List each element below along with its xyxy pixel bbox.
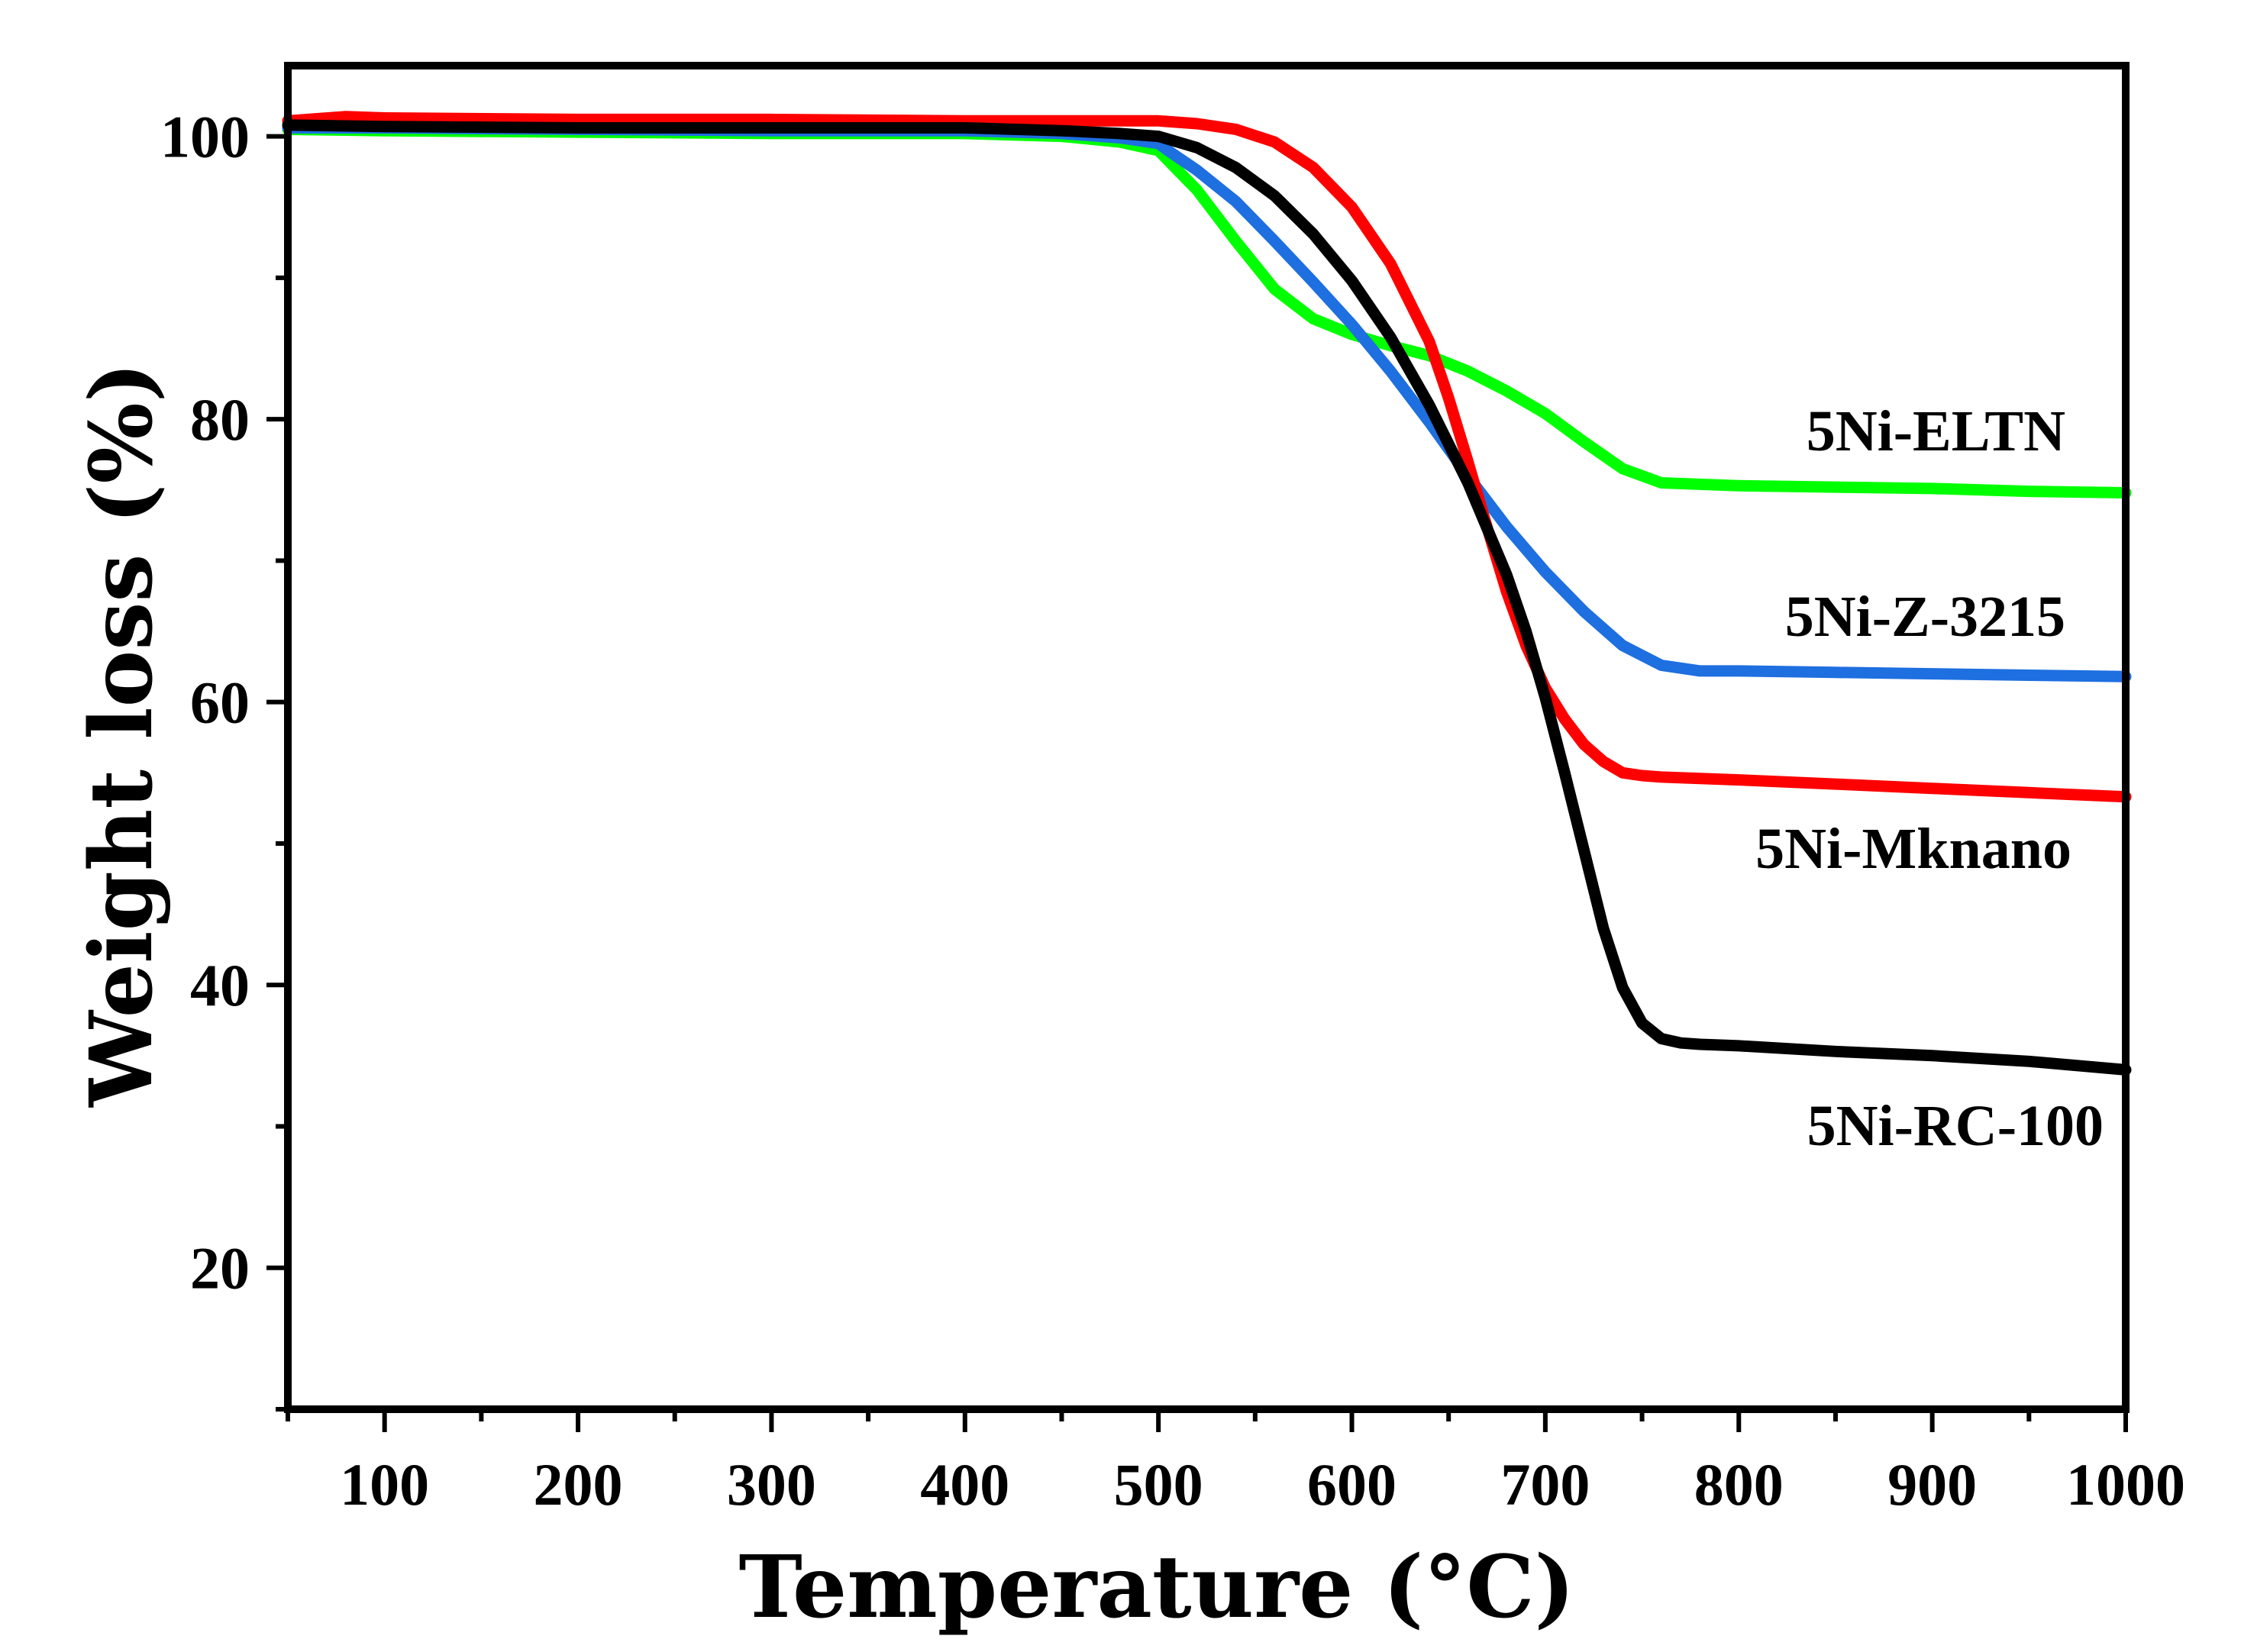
x-tick-label: 200 [534, 1451, 623, 1518]
x-tick-label: 400 [920, 1451, 1009, 1518]
y-tick-label: 80 [190, 386, 250, 453]
x-tick-label: 900 [1887, 1451, 1977, 1518]
series-label-5ni-z-3215: 5Ni-Z-3215 [1785, 585, 2065, 649]
x-tick-label: 800 [1694, 1451, 1784, 1518]
x-tick-label: 600 [1307, 1451, 1397, 1518]
series-line-5ni-rc-100 [282, 119, 2132, 1076]
x-tick-label: 500 [1114, 1451, 1203, 1518]
x-axis-title: Temperature (°C) [739, 1537, 1575, 1637]
y-tick-label: 60 [190, 670, 250, 736]
x-tick-label: 100 [340, 1451, 429, 1518]
labels-layer: 100 200 300 400 500 600 700 800 900 1000 20 40 60 80 1… [160, 104, 2185, 1518]
y-tick-label: 40 [190, 952, 250, 1018]
x-tick-label: 700 [1500, 1451, 1590, 1518]
y-tick-label: 20 [190, 1235, 250, 1302]
series-label-5ni-eltn: 5Ni-ELTN [1807, 399, 2065, 463]
y-tick-label: 100 [160, 104, 250, 170]
series-label-5ni-mknano: 5Ni-Mknano [1755, 817, 2071, 881]
x-tick-label: 1000 [2066, 1451, 2185, 1518]
series-label-5ni-rc-100: 5Ni-RC-100 [1807, 1094, 2104, 1158]
x-tick-label: 300 [727, 1451, 816, 1518]
plot-frame [284, 62, 2130, 1413]
series-layer [282, 111, 2132, 1076]
y-axis-title: Weight loss (%) [72, 362, 172, 1108]
